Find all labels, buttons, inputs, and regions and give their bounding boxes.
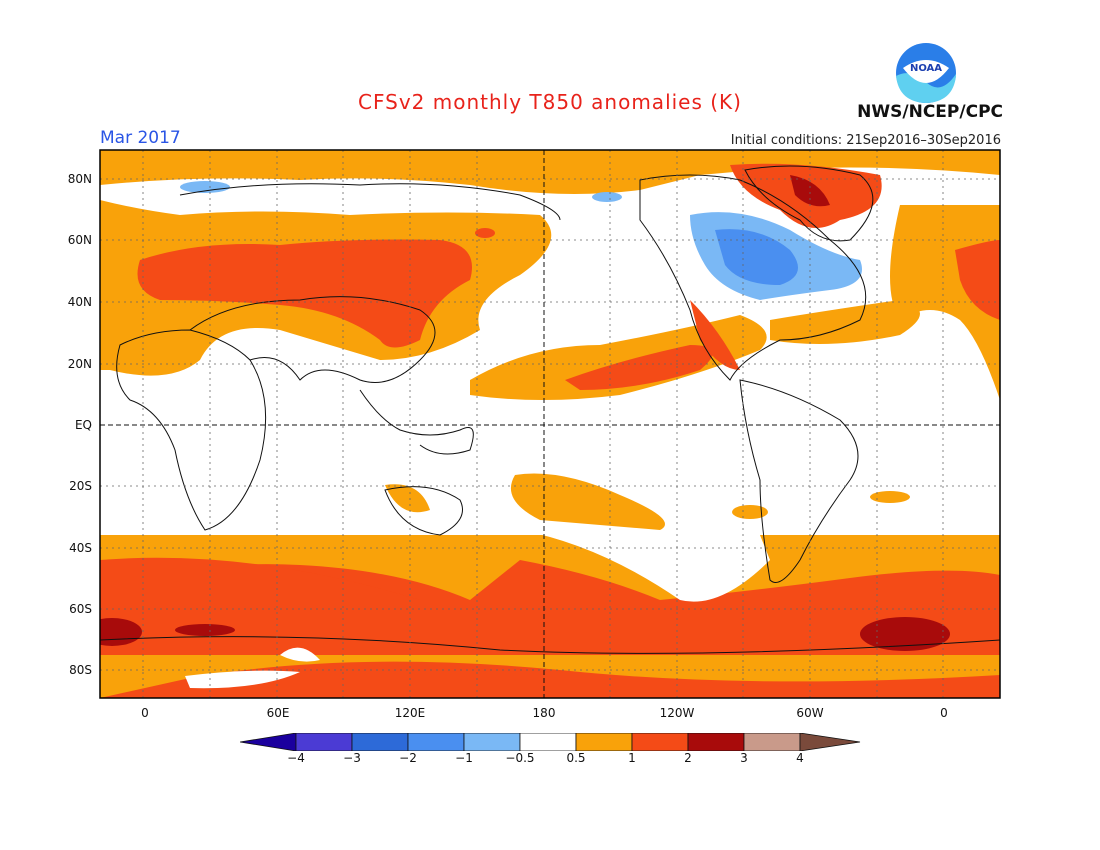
colorbar-max-arrow [799, 733, 861, 751]
lon-label: 0 [940, 706, 948, 720]
colorbar-label: 2 [684, 751, 692, 765]
noaa-logo-icon: NOAA [896, 43, 956, 103]
colorbar-swatch [295, 733, 353, 751]
colorbar-min-arrow [240, 733, 297, 751]
lat-label: 60S [69, 602, 92, 616]
colorbar-swatch [631, 733, 689, 751]
eurasia-strong [137, 239, 472, 348]
lat-label: EQ [74, 418, 92, 432]
colorbar-swatch [407, 733, 465, 751]
lat-label: 40S [69, 541, 92, 555]
lon-label: 120W [659, 706, 695, 720]
lat-label: 40N [67, 295, 92, 309]
map-title: CFSv2 monthly T850 anomalies (K) [358, 90, 742, 114]
colorbar-swatch [687, 733, 745, 751]
lat-label: 20S [69, 479, 92, 493]
lon-label: 0 [141, 706, 149, 720]
colorbar-label: 4 [796, 751, 804, 765]
lon-label: 180 [532, 706, 556, 720]
colorbar-label: −4 [287, 751, 305, 765]
colorbar-label: −2 [399, 751, 417, 765]
colorbar-label: 0.5 [566, 751, 586, 765]
lon-label: 60E [266, 706, 290, 720]
arctic-warm-band [100, 150, 1000, 194]
svg-text:NOAA: NOAA [910, 63, 942, 74]
colorbar-swatch [575, 733, 633, 751]
colorbar-swatch [351, 733, 409, 751]
colorbar-swatch [743, 733, 801, 751]
colorbar [240, 733, 861, 751]
initial-conditions-label: Initial conditions: 21Sep2016–30Sep2016 [730, 133, 1001, 148]
colorbar-swatch [463, 733, 521, 751]
lon-label: 120E [394, 706, 426, 720]
colorbar-label: −3 [343, 751, 361, 765]
lat-label: 20N [67, 357, 92, 371]
colorbar-label: 1 [628, 751, 636, 765]
colorbar-label: −0.5 [505, 751, 535, 765]
valid-date-label: Mar 2017 [100, 128, 181, 148]
lat-label: 80N [67, 172, 92, 186]
lat-label: 80S [69, 663, 92, 677]
coastlines [100, 165, 1000, 654]
colorbar-label: 3 [740, 751, 748, 765]
colorbar-label: −1 [455, 751, 473, 765]
gridlines [100, 150, 1000, 698]
organization-label: NWS/NCEP/CPC [857, 102, 1003, 122]
lat-label: 60N [67, 233, 92, 247]
lon-label: 60W [796, 706, 824, 720]
colorbar-swatch [519, 733, 577, 751]
map-frame [99, 149, 1001, 699]
